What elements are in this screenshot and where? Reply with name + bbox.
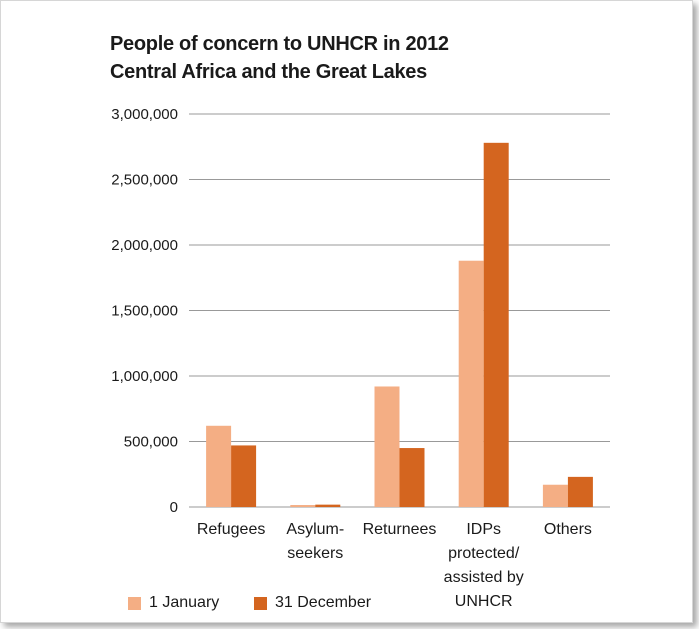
bar-1-january bbox=[542, 484, 568, 507]
x-tick-label: protected/ bbox=[448, 545, 520, 562]
chart-title-line-1: People of concern to UNHCR in 2012 bbox=[110, 33, 449, 55]
bar-31-december bbox=[567, 476, 593, 507]
y-tick-label: 0 bbox=[170, 499, 178, 516]
x-tick-label: Refugees bbox=[197, 521, 266, 538]
legend-swatch-31-december bbox=[254, 596, 267, 610]
bar-31-december bbox=[399, 448, 425, 507]
legend-label-1-january: 1 January bbox=[149, 594, 220, 611]
y-tick-label: 500,000 bbox=[124, 434, 178, 451]
x-tick-label: seekers bbox=[287, 545, 343, 562]
chart-title-line-2: Central Africa and the Great Lakes bbox=[110, 61, 427, 83]
bar-31-december bbox=[231, 445, 257, 507]
legend-item-1-january: 1 January bbox=[128, 594, 219, 612]
y-tick-label: 1,500,000 bbox=[111, 303, 178, 320]
y-tick-label: 2,500,000 bbox=[111, 172, 178, 189]
y-tick-label: 1,000,000 bbox=[111, 368, 178, 385]
x-tick-label: UNHCR bbox=[455, 593, 513, 610]
x-tick-label: Asylum- bbox=[286, 521, 344, 538]
legend-item-31-december: 31 December bbox=[254, 594, 371, 612]
bar-31-december bbox=[483, 142, 509, 507]
bar-1-january bbox=[458, 260, 484, 507]
legend-swatch-1-january bbox=[128, 596, 141, 610]
x-tick-label: IDPs bbox=[466, 521, 501, 538]
x-tick-label: Others bbox=[544, 521, 592, 538]
bar-1-january bbox=[206, 425, 232, 507]
y-tick-label: 3,000,000 bbox=[111, 106, 178, 123]
bar-1-january bbox=[374, 386, 400, 507]
x-tick-label: Returnees bbox=[363, 521, 437, 538]
y-tick-label: 2,000,000 bbox=[111, 237, 178, 254]
bar-1-january bbox=[290, 505, 316, 507]
bar-31-december bbox=[315, 504, 341, 507]
legend-label-31-december: 31 December bbox=[275, 594, 372, 611]
chart-title: People of concern to UNHCR in 2012 Centr… bbox=[110, 30, 449, 86]
x-tick-label: assisted by bbox=[444, 569, 524, 586]
